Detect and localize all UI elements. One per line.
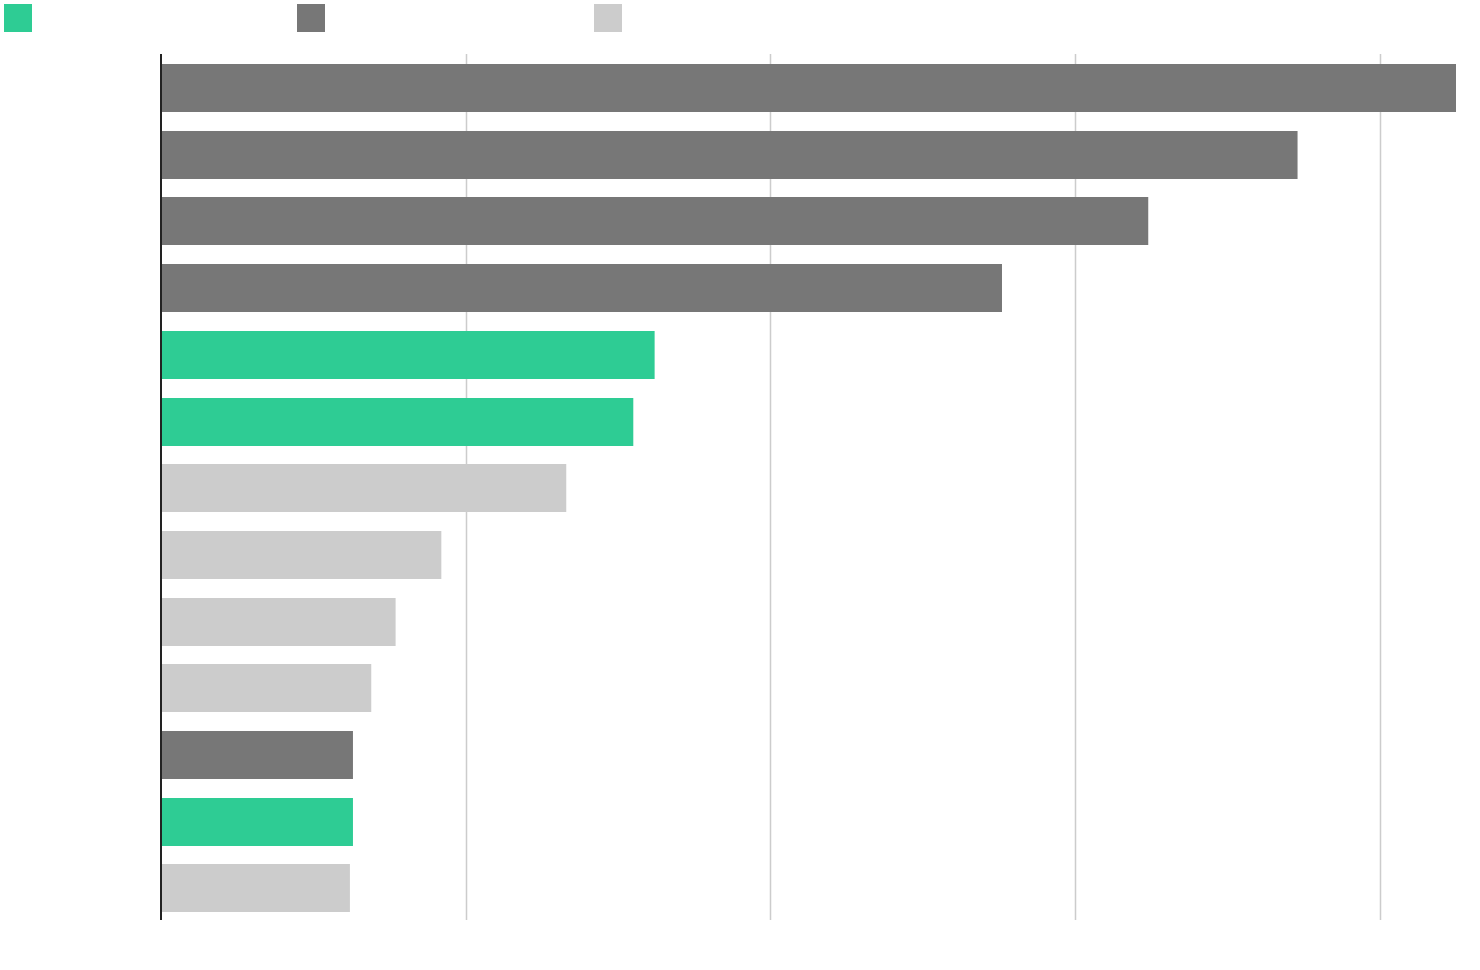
gridlines bbox=[465, 54, 1382, 920]
bar-1 bbox=[161, 131, 1298, 179]
bar-12 bbox=[161, 864, 350, 912]
bar-10 bbox=[161, 731, 353, 779]
bars bbox=[161, 64, 1456, 912]
bar-11 bbox=[161, 798, 353, 846]
bar-4 bbox=[161, 331, 655, 379]
legend-swatch-0 bbox=[4, 4, 32, 32]
bar-6 bbox=[161, 464, 567, 512]
bar-7 bbox=[161, 531, 442, 579]
legend-swatch-1 bbox=[297, 4, 325, 32]
legend-swatch-2 bbox=[594, 4, 622, 32]
bar-8 bbox=[161, 598, 396, 646]
bar-0 bbox=[161, 64, 1456, 112]
legend bbox=[4, 4, 622, 32]
bar-5 bbox=[161, 398, 634, 446]
bar-9 bbox=[161, 664, 372, 712]
bar-2 bbox=[161, 197, 1149, 245]
bar-3 bbox=[161, 264, 1002, 312]
